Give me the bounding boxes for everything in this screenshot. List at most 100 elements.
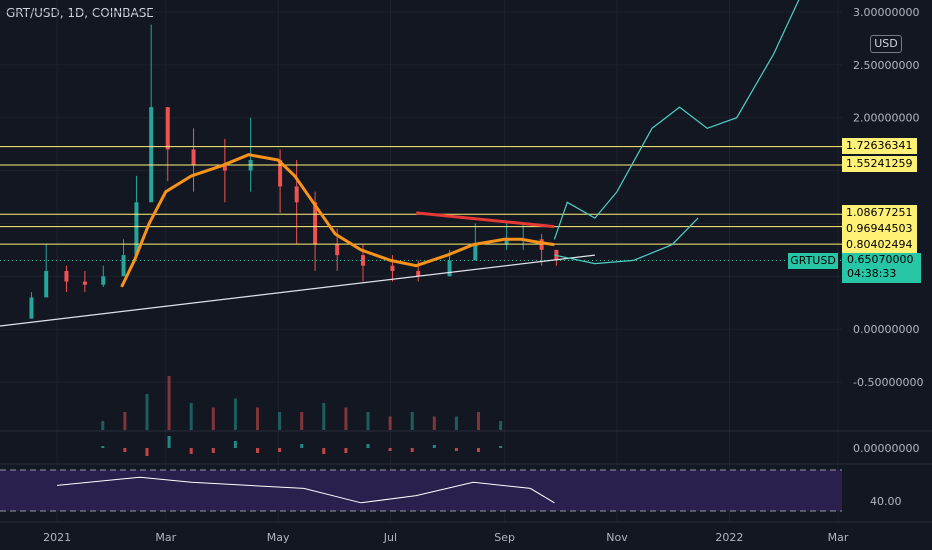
macd-bar-0 bbox=[101, 446, 105, 448]
macd-bar-15 bbox=[432, 445, 436, 448]
volume-bar-3 bbox=[167, 376, 171, 430]
candle-body-12 bbox=[278, 160, 283, 187]
candle-body-9 bbox=[191, 149, 196, 166]
candle-body-5 bbox=[121, 255, 126, 277]
volume-bar-8 bbox=[278, 412, 282, 430]
volume-bar-6 bbox=[233, 398, 237, 430]
macd-bar-8 bbox=[278, 448, 282, 452]
symbol-tag: GRTUSD bbox=[788, 253, 838, 269]
level-label-2: 1.55241259 bbox=[842, 156, 917, 172]
volume-bar-13 bbox=[388, 416, 392, 430]
volume-bar-16 bbox=[454, 416, 458, 430]
macd-bar-1 bbox=[123, 448, 127, 452]
candle-body-7 bbox=[149, 107, 154, 203]
macd-tick: 0.00000000 bbox=[853, 442, 919, 455]
candle-body-0 bbox=[29, 297, 34, 319]
x-tick-1: Mar bbox=[155, 531, 176, 544]
overlays bbox=[0, 0, 842, 327]
x-tick-7: Mar bbox=[828, 531, 849, 544]
bar-countdown: 04:38:33 bbox=[847, 267, 897, 280]
macd-bar-4 bbox=[189, 448, 193, 454]
x-tick-3: Jul bbox=[383, 531, 397, 544]
macd-bar-18 bbox=[499, 446, 503, 448]
volume-bar-15 bbox=[432, 416, 436, 430]
candle-body-19 bbox=[447, 260, 452, 277]
volume-bar-14 bbox=[410, 412, 414, 430]
volume-bar-5 bbox=[211, 407, 215, 430]
moving-average-red bbox=[416, 211, 555, 229]
moving-average-orange bbox=[120, 153, 555, 288]
candle-body-15 bbox=[335, 244, 340, 256]
macd-histogram bbox=[101, 436, 503, 456]
candle-body-20 bbox=[473, 244, 478, 261]
candle-body-17 bbox=[390, 265, 395, 271]
candle-body-18 bbox=[416, 271, 421, 277]
volume-bar-18 bbox=[499, 421, 503, 430]
x-tick-4: Sep bbox=[494, 531, 515, 544]
rsi-tick: 40.00 bbox=[870, 495, 902, 508]
projection-lower bbox=[554, 217, 699, 265]
macd-bar-13 bbox=[388, 448, 392, 451]
macd-bar-12 bbox=[366, 444, 370, 448]
candle-body-13 bbox=[294, 186, 299, 203]
grid bbox=[0, 0, 932, 523]
x-tick-6: 2022 bbox=[715, 531, 743, 544]
price-tick-0: 3.00000000 bbox=[853, 6, 919, 19]
macd-bar-14 bbox=[410, 448, 414, 452]
level-label-5: 0.80402494 bbox=[842, 237, 917, 253]
candle-body-10 bbox=[222, 165, 227, 171]
macd-bar-3 bbox=[167, 436, 171, 448]
rsi-band bbox=[0, 469, 842, 512]
volume-bar-0 bbox=[101, 421, 105, 430]
price-tick-1: 2.50000000 bbox=[853, 59, 919, 72]
macd-bar-16 bbox=[454, 448, 458, 451]
projection-upper bbox=[553, 0, 800, 240]
current-price-tag: 0.65070000 04:38:33 bbox=[842, 253, 921, 283]
price-tick-3: 0.00000000 bbox=[853, 323, 919, 336]
candle-body-4 bbox=[101, 276, 106, 285]
axis-labels: 3.00000000 2.50000000 2.00000000 0.00000000… bbox=[43, 6, 923, 544]
currency-button[interactable]: USD bbox=[870, 35, 902, 53]
price-tick-4: -0.50000000 bbox=[853, 376, 923, 389]
x-tick-5: Nov bbox=[606, 531, 628, 544]
candle-body-1 bbox=[44, 271, 49, 298]
chart-title: GRT/USD, 1D, COINBASE bbox=[6, 6, 154, 20]
candle-body-8 bbox=[165, 107, 170, 150]
macd-bar-5 bbox=[211, 448, 215, 453]
volume-bar-2 bbox=[145, 394, 149, 430]
candle-body-16 bbox=[360, 255, 365, 266]
macd-bar-10 bbox=[322, 448, 326, 454]
candle-body-14 bbox=[313, 202, 318, 245]
level-label-3: 1.08677251 bbox=[842, 205, 917, 221]
x-tick-2: May bbox=[267, 531, 290, 544]
rsi-band-fill bbox=[0, 470, 842, 511]
macd-bar-2 bbox=[145, 448, 149, 456]
level-label-4: 0.96944503 bbox=[842, 221, 917, 237]
price-tick-2: 2.00000000 bbox=[853, 112, 919, 125]
x-tick-0: 2021 bbox=[43, 531, 71, 544]
volume-bar-10 bbox=[322, 403, 326, 430]
macd-bar-11 bbox=[344, 448, 348, 453]
volume-bar-7 bbox=[256, 407, 260, 430]
volume-bar-12 bbox=[366, 412, 370, 430]
current-price: 0.65070000 bbox=[847, 253, 914, 266]
trendline bbox=[0, 254, 595, 327]
macd-bar-9 bbox=[300, 444, 304, 448]
volume-bar-11 bbox=[344, 407, 348, 430]
volume-bar-4 bbox=[189, 403, 193, 430]
level-label-1: 1.72636341 bbox=[842, 138, 917, 154]
macd-bar-7 bbox=[256, 448, 260, 453]
macd-bar-6 bbox=[233, 441, 237, 448]
volume-bar-9 bbox=[300, 412, 304, 430]
candle-body-6 bbox=[134, 202, 139, 256]
volume-bar-17 bbox=[477, 412, 481, 430]
candle-body-3 bbox=[82, 281, 87, 285]
rsi-line bbox=[57, 476, 555, 504]
candle-body-2 bbox=[64, 271, 69, 282]
macd-bar-17 bbox=[477, 448, 481, 452]
volume-bars bbox=[101, 376, 503, 430]
candle-body-21 bbox=[504, 239, 509, 245]
volume-bar-1 bbox=[123, 412, 127, 430]
candles bbox=[29, 24, 559, 319]
